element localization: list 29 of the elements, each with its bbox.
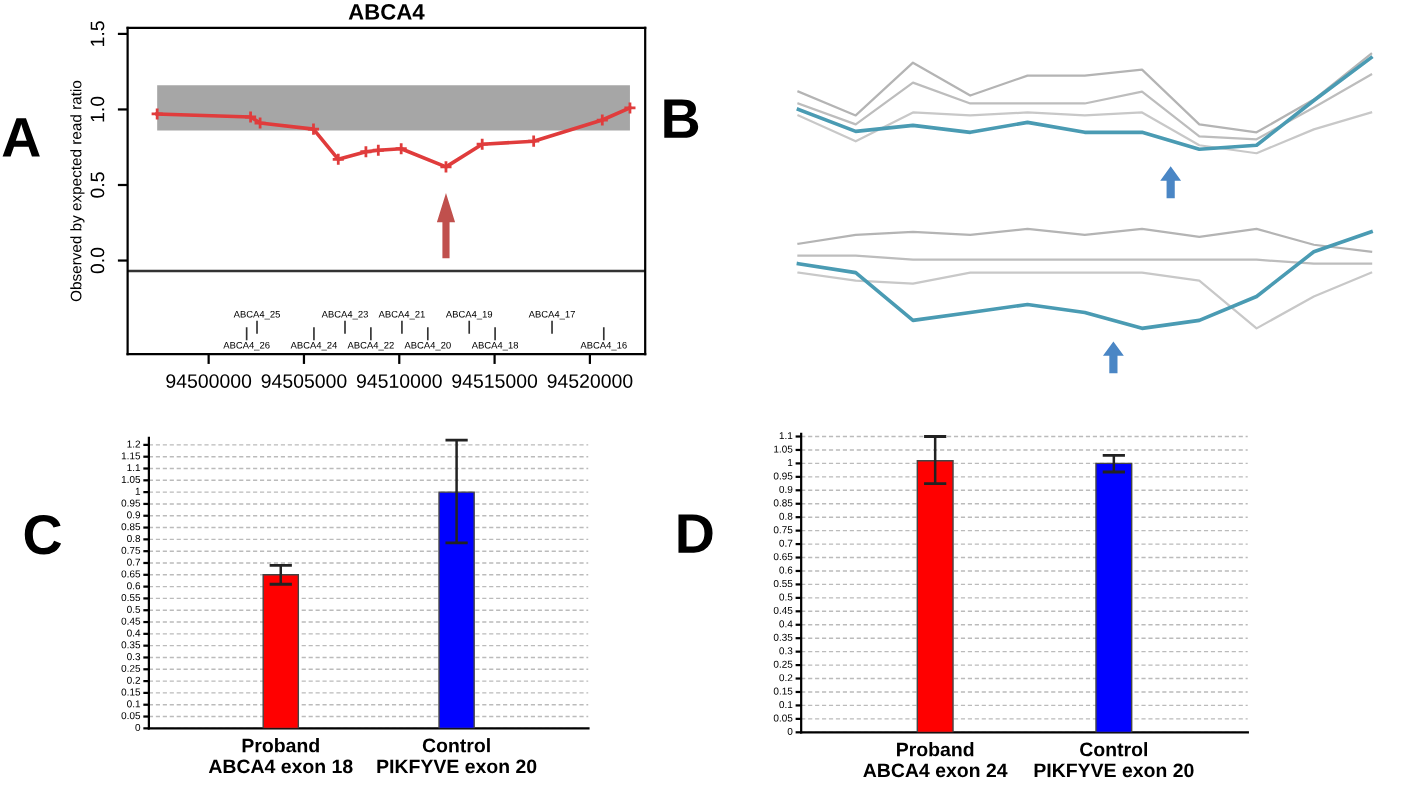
point	[595, 113, 610, 127]
point	[358, 144, 373, 159]
text: A	[2, 118, 40, 157]
point	[253, 116, 268, 130]
point	[371, 143, 386, 158]
text: D	[678, 514, 713, 553]
text: B	[664, 99, 699, 138]
point	[243, 110, 258, 124]
x-tick-label: Control PIKFYVE exon 20	[1034, 742, 1194, 778]
text: C	[24, 515, 62, 555]
x-tick-label: Control PIKFYVE exon 20	[377, 738, 537, 774]
y-tick-label: 1.0	[90, 96, 105, 122]
x-tick-label: Proband ABCA4 exon 24	[863, 742, 1008, 778]
point	[306, 122, 321, 137]
y-tick-label: 1.5	[90, 21, 105, 46]
x-tick-label: 94510000	[356, 374, 442, 388]
point	[526, 134, 541, 149]
y-tick-label: 0.5	[90, 172, 105, 198]
point	[331, 152, 346, 167]
chart-title: ABCA4	[348, 4, 425, 20]
y-tick-label: 0.0	[90, 247, 105, 274]
x-tick-label: 94520000	[547, 374, 633, 388]
x-tick-label: 94515000	[452, 374, 538, 388]
point	[475, 137, 490, 152]
x-tick-label: 94500000	[166, 374, 252, 388]
point	[439, 159, 453, 174]
x-tick-label: Proband ABCA4 exon 18	[208, 738, 353, 774]
x-tick-label: 94505000	[261, 374, 347, 388]
point	[394, 141, 409, 156]
